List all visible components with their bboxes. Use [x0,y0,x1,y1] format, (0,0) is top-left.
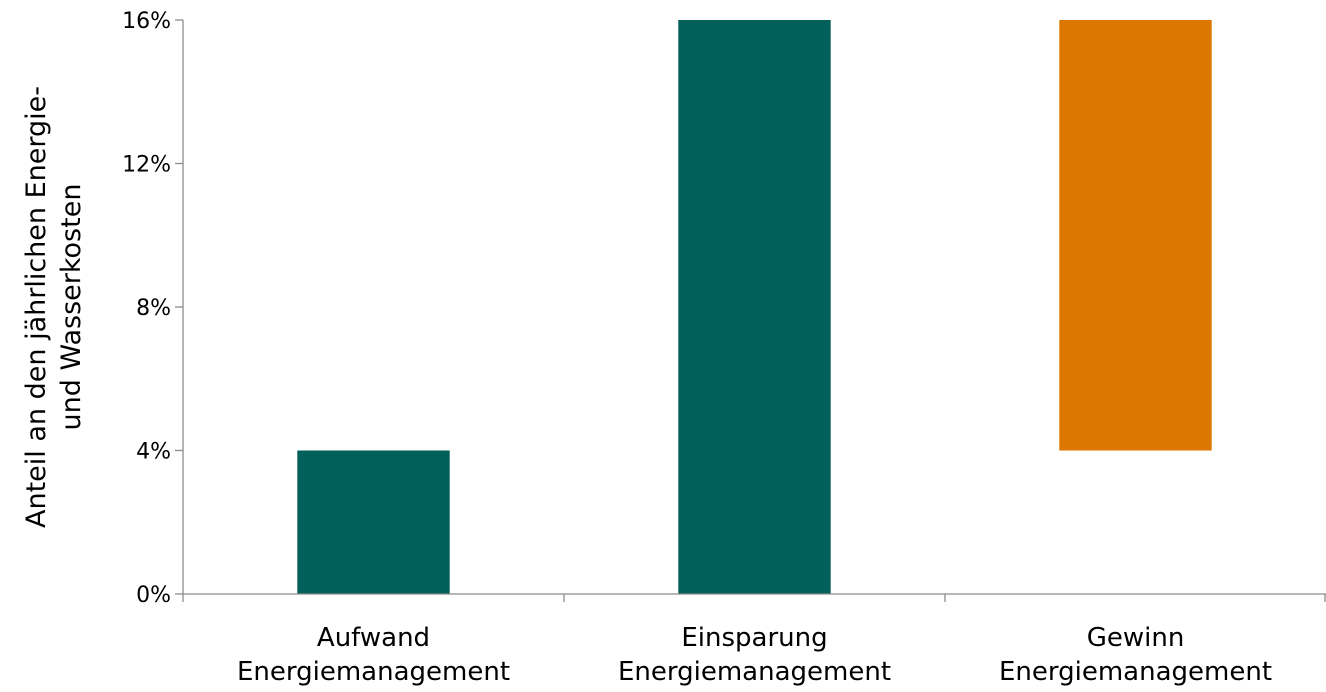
x-category-label: Einsparung [681,623,827,653]
bar-3 [1059,20,1212,451]
y-axis-title-line-2: und Wasserkosten [56,184,87,431]
y-ticks-group: 0% 4% 8% 12% 16% [122,9,183,608]
y-axis-title-line-1: Anteil an den jährlichen Energie- [21,86,52,528]
y-tick-label: 0% [136,583,171,608]
x-category-label: Energiemanagement [237,657,510,687]
y-tick-label: 4% [136,440,171,465]
y-tick-label: 12% [122,153,171,178]
y-tick-label: 8% [136,296,171,321]
x-labels-group: Aufwand Energiemanagement Einsparung Energi… [237,623,1272,687]
y-axis-title: Anteil an den jährlichen Energie- und Wa… [21,86,87,528]
x-category-label: Energiemanagement [999,657,1272,687]
y-tick-label: 16% [122,9,171,34]
x-category-label: Aufwand [317,623,430,653]
x-category-label: Energiemanagement [618,657,891,687]
bars-group [297,20,1212,594]
x-category-label: Gewinn [1087,623,1185,653]
bar-1 [297,450,450,594]
bar-2 [678,20,831,594]
